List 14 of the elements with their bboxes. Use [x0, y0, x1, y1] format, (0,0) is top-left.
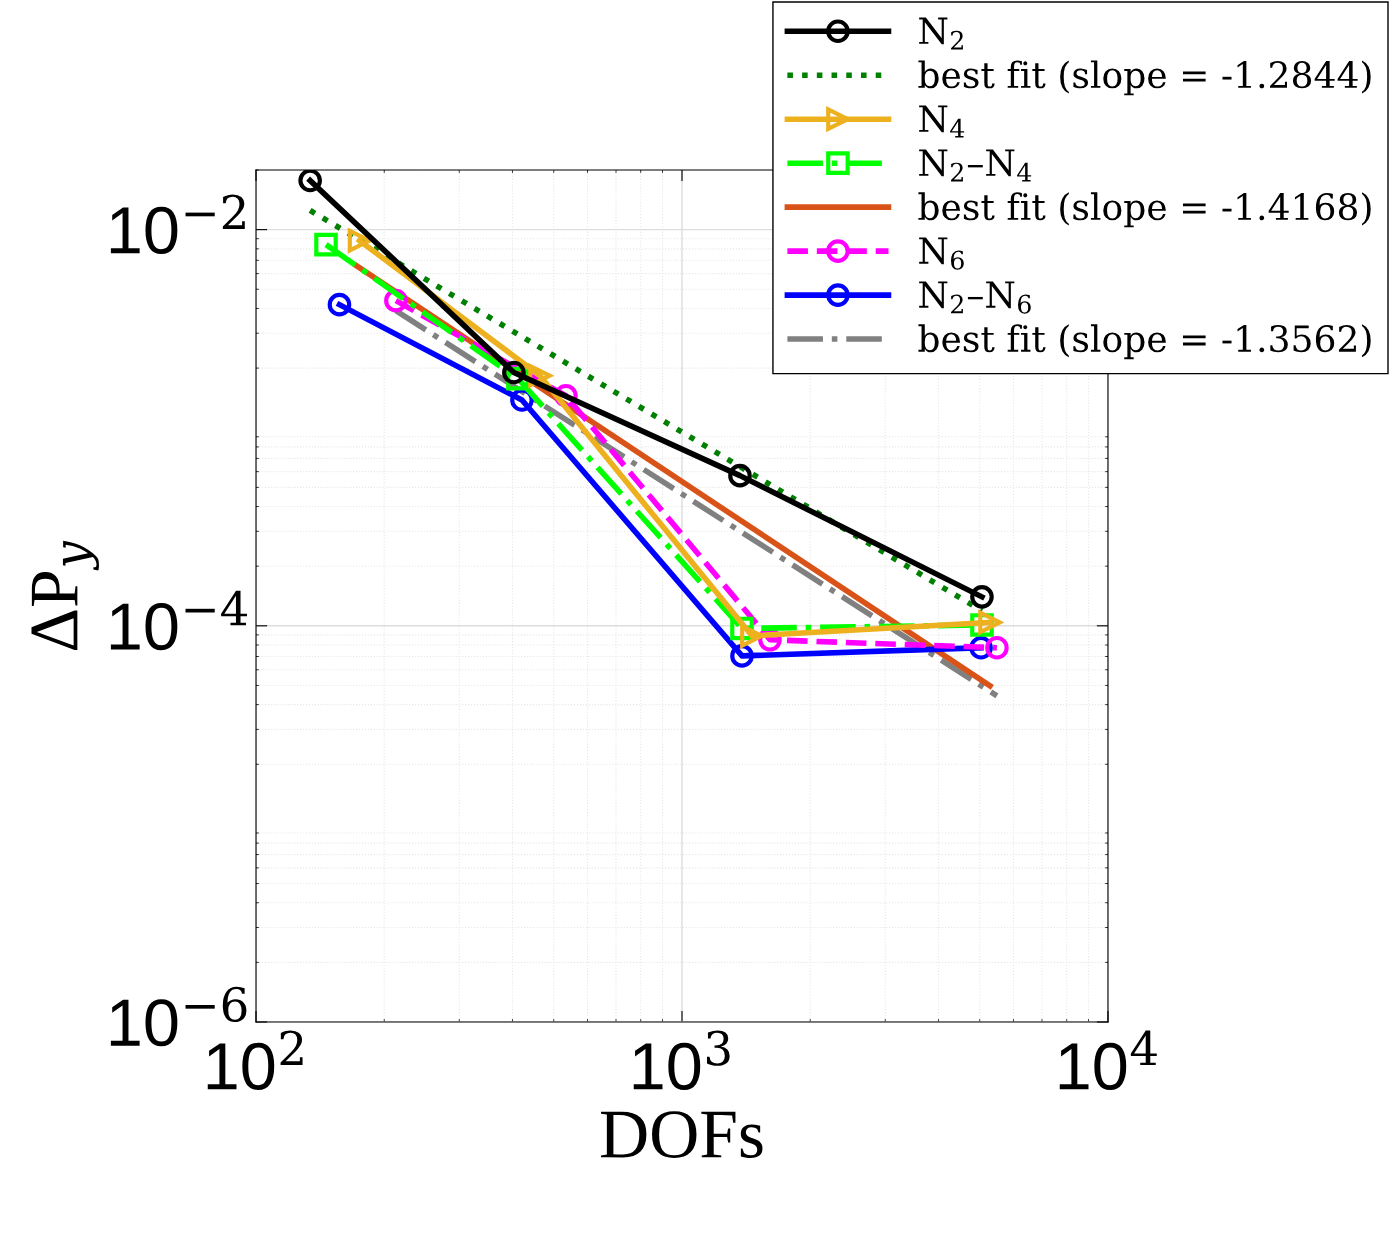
legend-label: N$_{6}$ [919, 237, 964, 270]
y-tick-label: 10$^{−4}$ [110, 590, 248, 651]
y-tick-label: 10$^{−2}$ [110, 194, 245, 254]
x-axis-title: DOFs [601, 1111, 763, 1159]
legend-label: N$_{2}$–N$_{4}$ [919, 149, 1032, 182]
legend-label: N$_{2}$ [919, 17, 963, 50]
x-tick-label: 10$^{3}$ [633, 1030, 730, 1090]
y-axis-title: ΔP$_{y}$ [31, 540, 99, 650]
legend-label: N$_{4}$ [919, 105, 965, 138]
legend-label: best fit (slope = -1.3562) [918, 324, 1371, 360]
legend-label: best fit (slope = -1.4168) [918, 192, 1371, 228]
x-tick-label: 10$^{4}$ [1059, 1030, 1157, 1090]
legend-label: best fit (slope = -1.2844) [918, 60, 1371, 96]
legend-label: N$_{2}$–N$_{6}$ [919, 281, 1031, 314]
